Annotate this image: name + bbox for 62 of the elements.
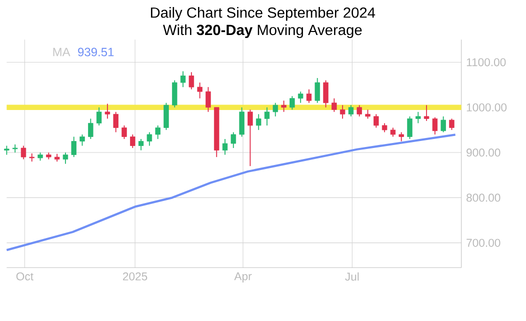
- candlestick: [332, 98, 337, 112]
- candlestick: [80, 134, 85, 146]
- candlestick: [230, 132, 236, 148]
- candlestick: [264, 106, 270, 126]
- candlestick: [155, 124, 160, 140]
- candlestick: [398, 132, 404, 142]
- candlestick: [206, 86, 211, 112]
- candlestick: [122, 124, 127, 140]
- candlestick: [340, 104, 346, 120]
- candlestick: [356, 104, 362, 117]
- candlestick: [138, 138, 144, 151]
- candlestick: [432, 116, 438, 135]
- candlestick: [424, 104, 430, 122]
- candlestick: [239, 106, 244, 138]
- candlestick: [104, 103, 110, 120]
- candlestick: [164, 102, 169, 130]
- candlestick: [449, 118, 454, 130]
- candlestick: [96, 106, 102, 126]
- candlestick: [382, 122, 388, 133]
- candlestick: [290, 96, 295, 110]
- x-tick-label: Jul: [345, 272, 359, 281]
- y-tick-label: 800.00: [466, 194, 500, 202]
- candlestick: [348, 104, 354, 117]
- candlestick: [62, 152, 68, 164]
- x-tick-label: Oct: [16, 272, 34, 280]
- y-tick-label: 700.00: [466, 238, 500, 247]
- candlestick: [71, 136, 76, 158]
- y-tick-label: 1000.00: [466, 103, 507, 112]
- line-series: [6, 134, 456, 252]
- candlestick: [146, 132, 152, 146]
- candlestick: [390, 127, 396, 138]
- candlestick: [298, 91, 304, 104]
- chart-subtitle: With 320-Day Moving Average: [163, 24, 362, 38]
- x-tick-label: 2025: [122, 272, 148, 280]
- text: MA: [53, 48, 70, 56]
- y-tick-label: 900.00: [466, 148, 500, 157]
- candlestick: [306, 88, 312, 104]
- candlestick: [272, 102, 278, 117]
- candlestick: [248, 109, 253, 167]
- candlestick: [197, 82, 202, 99]
- candlestick: [113, 111, 118, 133]
- candlestick: [281, 100, 286, 112]
- chart-title: Daily Chart Since September 2024: [150, 7, 376, 21]
- candlestick: [172, 80, 178, 108]
- candlestick: [365, 109, 370, 120]
- candlestick: [222, 138, 228, 156]
- candlestick: [4, 145, 10, 156]
- annotation: 939.51: [78, 48, 114, 56]
- candlestick: [323, 80, 328, 108]
- candlestick: [256, 114, 262, 130]
- candlestick: [416, 111, 421, 124]
- candlestick: [188, 72, 194, 90]
- candlestick: [314, 78, 320, 104]
- candlestick: [20, 145, 26, 160]
- candlestick: [88, 118, 94, 140]
- candlestick: [180, 70, 186, 88]
- x-tick-label: Apr: [234, 272, 252, 282]
- candlestick: [374, 114, 379, 128]
- candlestick: [407, 116, 412, 140]
- candlestick: [440, 116, 446, 133]
- y-tick-label: 1100.00: [466, 58, 506, 66]
- candlestick: [130, 134, 136, 148]
